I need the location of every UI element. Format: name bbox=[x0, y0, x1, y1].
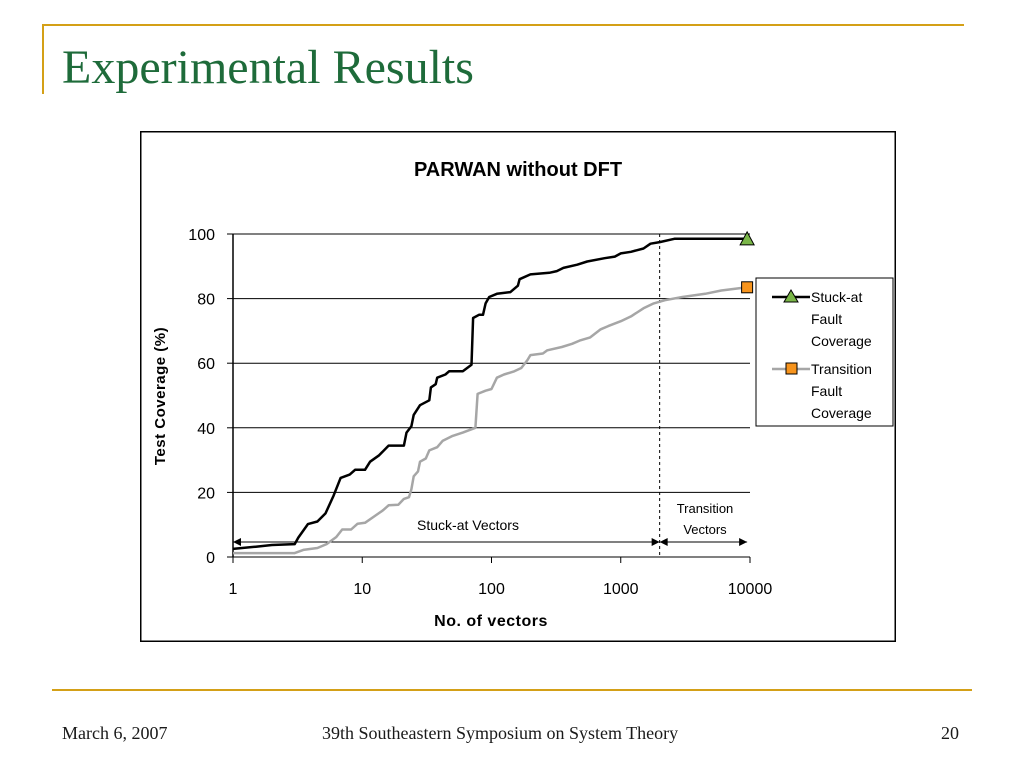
y-tick-label-0: 0 bbox=[206, 550, 215, 567]
title-frame-top-line bbox=[42, 24, 964, 26]
transition-fault-coverage-line bbox=[233, 286, 748, 555]
legend-transition-label-line1: Transition bbox=[811, 361, 872, 377]
stuck-at-end-triangle-marker bbox=[739, 230, 755, 246]
x-tick-label-100: 100 bbox=[478, 581, 505, 598]
transition-vectors-arrowhead-right bbox=[739, 538, 748, 546]
legend-transition-label-line3: Coverage bbox=[811, 405, 872, 421]
y-tick-labels: 0 20 40 60 80 100 bbox=[188, 227, 233, 567]
transition-end-square-marker bbox=[741, 281, 754, 294]
stuck-at-vectors-arrowhead-left bbox=[233, 538, 241, 546]
legend-stuck-label-line3: Coverage bbox=[811, 333, 872, 349]
legend: Stuck-at Fault Coverage Transition Fault… bbox=[755, 277, 894, 427]
y-tick-label-40: 40 bbox=[197, 421, 215, 438]
transition-vectors-label-line1: Transition bbox=[677, 501, 734, 516]
x-tick-label-10: 10 bbox=[353, 581, 371, 598]
x-tick-labels: 1 10 100 1000 10000 bbox=[229, 557, 773, 598]
gridlines bbox=[233, 233, 750, 493]
x-tick-label-1: 1 bbox=[229, 581, 238, 598]
chart-title: PARWAN without DFT bbox=[414, 159, 622, 181]
footer-conference: 39th Southeastern Symposium on System Th… bbox=[322, 723, 679, 743]
legend-transition-square-icon bbox=[785, 362, 798, 375]
x-tick-label-1000: 1000 bbox=[603, 581, 639, 598]
x-tick-label-10000: 10000 bbox=[728, 581, 773, 598]
transition-vectors-label-line2: Vectors bbox=[683, 522, 727, 537]
stuck-at-vectors-arrowhead-right bbox=[651, 538, 660, 546]
y-tick-label-20: 20 bbox=[197, 485, 215, 502]
legend-stuck-label-line2: Fault bbox=[811, 311, 842, 327]
legend-stuck-label-line1: Stuck-at bbox=[811, 289, 862, 305]
stuck-at-vectors-label: Stuck-at Vectors bbox=[417, 517, 519, 533]
transition-vectors-arrowhead-left bbox=[659, 538, 668, 546]
stuck-at-fault-coverage-line bbox=[232, 237, 748, 551]
y-tick-label-100: 100 bbox=[188, 227, 215, 244]
slide-title: Experimental Results bbox=[62, 41, 474, 94]
legend-stuck-triangle-icon bbox=[783, 289, 799, 303]
footer-divider bbox=[52, 689, 972, 691]
legend-transition-label-line2: Fault bbox=[811, 383, 842, 399]
y-axis-label: Test Coverage (%) bbox=[152, 327, 169, 465]
footer-date: March 6, 2007 bbox=[62, 723, 168, 743]
y-tick-label-80: 80 bbox=[197, 292, 215, 309]
footer-page-number: 20 bbox=[941, 723, 959, 743]
coverage-chart: PARWAN without DFT 0 20 40 60 80 100 1 10 100 10… bbox=[140, 131, 896, 642]
legend-box bbox=[755, 277, 894, 427]
chart-container: PARWAN without DFT 0 20 40 60 80 100 1 10 100 10… bbox=[140, 131, 896, 642]
y-tick-label-60: 60 bbox=[197, 356, 215, 373]
x-axis-label: No. of vectors bbox=[434, 613, 548, 630]
title-frame-left-line bbox=[42, 24, 44, 94]
